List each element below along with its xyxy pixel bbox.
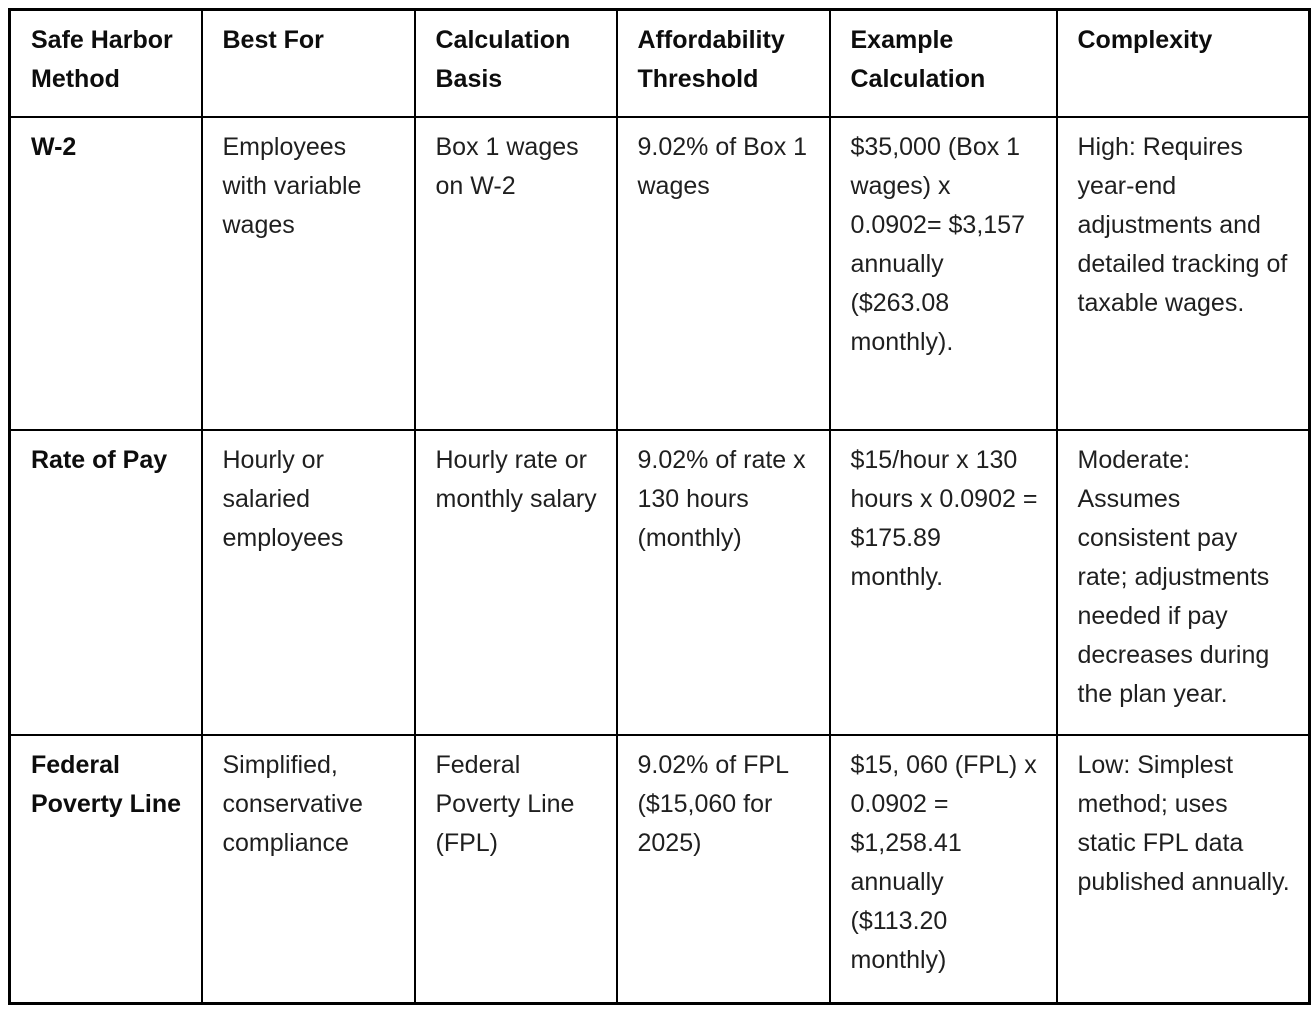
- header-calculation-basis: Calculation Basis: [413, 8, 618, 118]
- cell-calculation-basis: Federal Poverty Line (FPL): [413, 733, 618, 1005]
- cell-example-calculation: $15, 060 (FPL) x 0.0902 = $1,258.41 annu…: [828, 733, 1058, 1005]
- header-row: Safe Harbor Method Best For Calculation …: [8, 8, 1311, 118]
- table-row-rate-of-pay: Rate of Pay Hourly or salaried employees…: [8, 428, 1311, 736]
- cell-best-for: Simplified, conservative compliance: [200, 733, 416, 1005]
- cell-calculation-basis: Box 1 wages on W-2: [413, 115, 618, 431]
- cell-complexity: Moderate: Assumes consistent pay rate; a…: [1055, 428, 1311, 736]
- cell-method: Rate of Pay: [8, 428, 203, 736]
- safe-harbor-comparison-table: Safe Harbor Method Best For Calculation …: [8, 8, 1311, 1005]
- header-example-calculation: Example Calculation: [828, 8, 1058, 118]
- table-row-w2: W-2 Employees with variable wages Box 1 …: [8, 115, 1311, 431]
- header-best-for: Best For: [200, 8, 416, 118]
- table-row-federal-poverty-line: Federal Poverty Line Simplified, conserv…: [8, 733, 1311, 1005]
- cell-example-calculation: $15/hour x 130 hours x 0.0902 = $175.89 …: [828, 428, 1058, 736]
- cell-example-calculation: $35,000 (Box 1 wages) x 0.0902= $3,157 a…: [828, 115, 1058, 431]
- cell-affordability-threshold: 9.02% of Box 1 wages: [615, 115, 831, 431]
- header-complexity: Complexity: [1055, 8, 1311, 118]
- cell-method: W-2: [8, 115, 203, 431]
- cell-affordability-threshold: 9.02% of rate x 130 hours (monthly): [615, 428, 831, 736]
- header-affordability-threshold: Affordability Threshold: [615, 8, 831, 118]
- cell-affordability-threshold: 9.02% of FPL ($15,060 for 2025): [615, 733, 831, 1005]
- cell-method: Federal Poverty Line: [8, 733, 203, 1005]
- cell-best-for: Hourly or salaried employees: [200, 428, 416, 736]
- cell-best-for: Employees with variable wages: [200, 115, 416, 431]
- cell-calculation-basis: Hourly rate or monthly salary: [413, 428, 618, 736]
- header-safe-harbor-method: Safe Harbor Method: [8, 8, 203, 118]
- cell-complexity: Low: Simplest method; uses static FPL da…: [1055, 733, 1311, 1005]
- cell-complexity: High: Requires year-end adjustments and …: [1055, 115, 1311, 431]
